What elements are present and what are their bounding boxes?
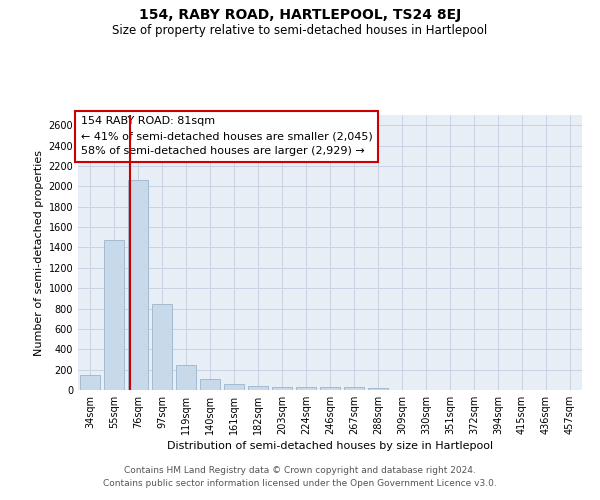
- Bar: [344, 387, 364, 390]
- Bar: [152, 304, 172, 390]
- Bar: [224, 384, 244, 390]
- Bar: [368, 388, 388, 390]
- Text: 154 RABY ROAD: 81sqm
← 41% of semi-detached houses are smaller (2,045)
58% of se: 154 RABY ROAD: 81sqm ← 41% of semi-detac…: [80, 116, 372, 156]
- Text: Size of property relative to semi-detached houses in Hartlepool: Size of property relative to semi-detach…: [112, 24, 488, 37]
- Bar: [320, 387, 340, 390]
- Bar: [272, 387, 292, 390]
- Bar: [200, 378, 220, 390]
- Bar: [248, 386, 268, 390]
- X-axis label: Distribution of semi-detached houses by size in Hartlepool: Distribution of semi-detached houses by …: [167, 441, 493, 451]
- Text: Contains HM Land Registry data © Crown copyright and database right 2024.
Contai: Contains HM Land Registry data © Crown c…: [103, 466, 497, 487]
- Bar: [296, 387, 316, 390]
- Bar: [104, 240, 124, 390]
- Bar: [176, 364, 196, 390]
- Text: 154, RABY ROAD, HARTLEPOOL, TS24 8EJ: 154, RABY ROAD, HARTLEPOOL, TS24 8EJ: [139, 8, 461, 22]
- Bar: [128, 180, 148, 390]
- Y-axis label: Number of semi-detached properties: Number of semi-detached properties: [34, 150, 44, 356]
- Bar: [80, 374, 100, 390]
